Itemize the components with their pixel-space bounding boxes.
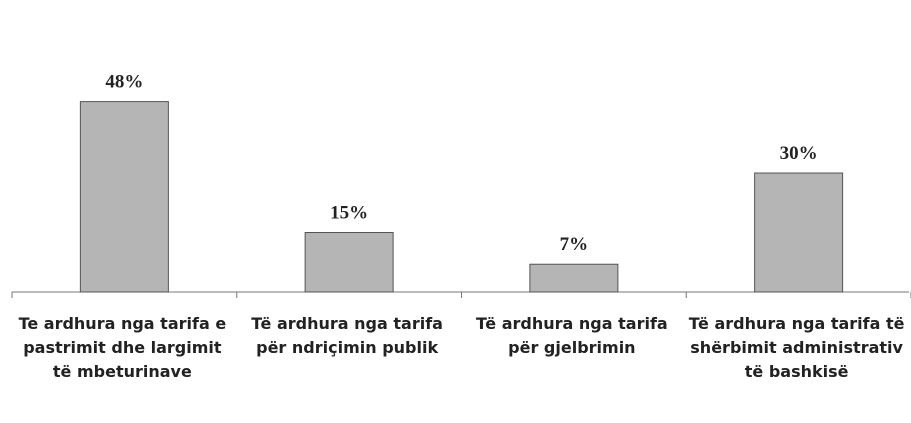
- bar: [79, 101, 169, 293]
- value-label: 7%: [560, 234, 589, 255]
- category-label: Të ardhura nga tarifa për gjelbrimin: [476, 314, 668, 357]
- bar: [754, 172, 844, 293]
- bar: [529, 263, 619, 293]
- category-label: Të ardhura nga tarifa të shërbimit admin…: [688, 314, 905, 381]
- value-label: 30%: [780, 143, 818, 164]
- value-label: 15%: [330, 203, 368, 224]
- value-label: 48%: [105, 72, 143, 93]
- category-label: Te ardhura nga tarifa e pastrimit dhe la…: [18, 314, 227, 381]
- category-label: Të ardhura nga tarifa për ndriçimin publ…: [251, 314, 443, 357]
- bar: [304, 232, 394, 293]
